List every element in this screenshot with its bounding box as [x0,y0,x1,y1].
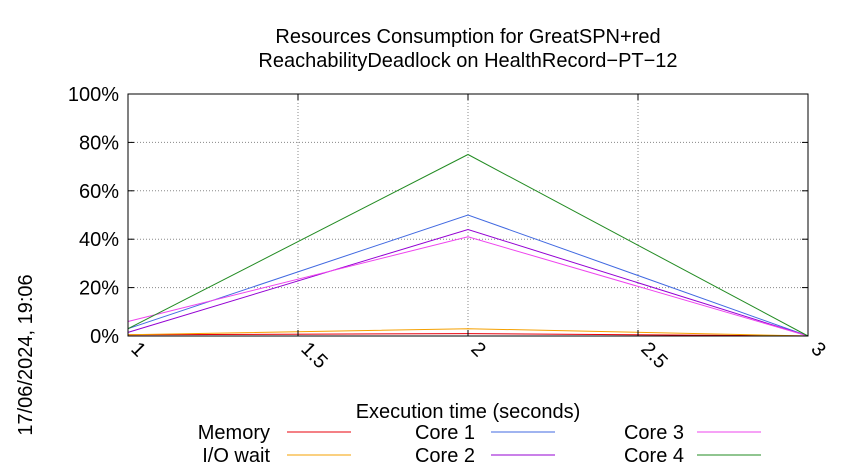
legend-label-core-1: Core 1 [415,422,475,444]
x-tick-label: 1 [126,338,149,361]
x-tick-label: 2.5 [636,338,671,373]
y-tick-label: 80% [79,132,119,154]
chart-title-line-2: ReachabilityDeadlock on HealthRecord−PT−… [258,50,677,72]
chart-title-line-1: Resources Consumption for GreatSPN+red [275,26,660,48]
legend-label-memory: Memory [198,422,270,444]
y-tick-label: 100% [68,84,119,106]
series-line-core-1 [128,215,808,336]
x-tick-label: 3 [806,338,829,361]
y-tick-label: 20% [79,278,119,300]
x-axis: 1 1.5 2 2.5 3 [126,94,829,373]
legend-label-i-o-wait: I/O wait [202,445,270,467]
side-timestamp: 17/06/2024, 19:06 [15,274,37,435]
x-tick-label: 1.5 [296,338,331,373]
legend-label-core-3: Core 3 [624,422,684,444]
x-axis-label: Execution time (seconds) [356,401,581,423]
x-tick-label: 2 [466,338,489,361]
legend-label-core-2: Core 2 [415,445,475,467]
y-tick-label: 40% [79,229,119,251]
legend-label-core-4: Core 4 [624,445,684,467]
y-tick-label: 60% [79,181,119,203]
series-line-core-2 [128,230,808,337]
y-tick-label: 0% [90,326,119,348]
